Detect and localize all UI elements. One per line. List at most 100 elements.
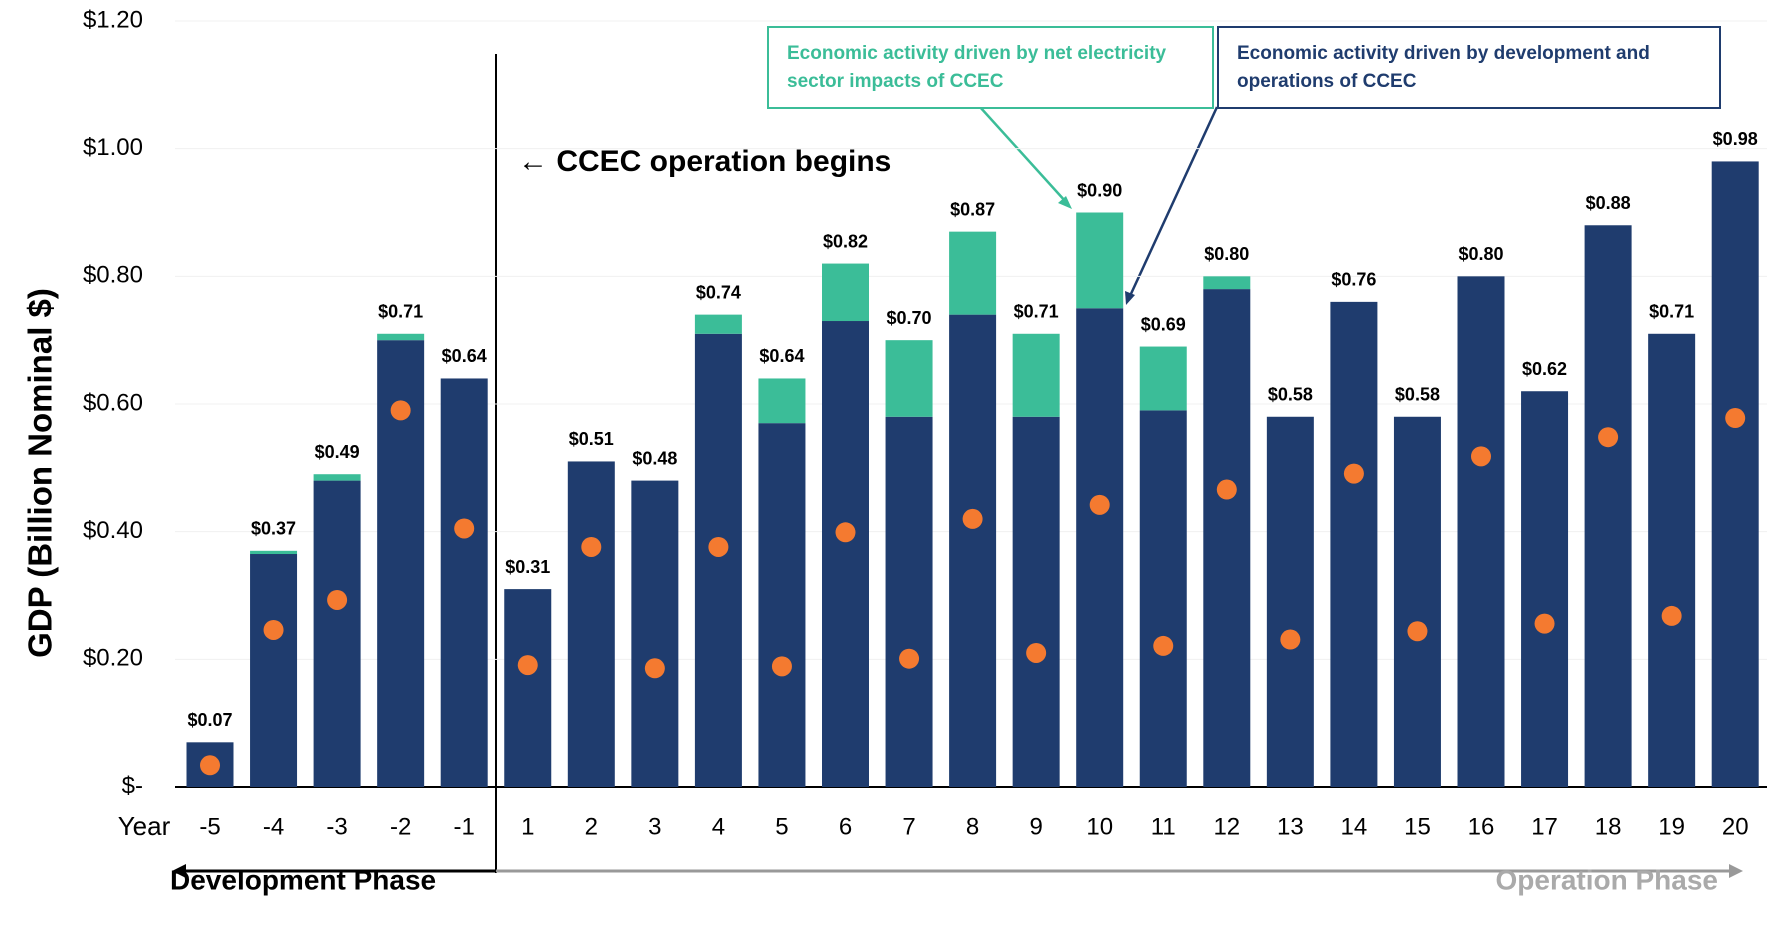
dot [1343, 463, 1364, 484]
dot [1216, 479, 1237, 500]
dot [327, 589, 348, 610]
x-tick-label: -4 [263, 813, 284, 840]
bar [1457, 276, 1505, 787]
x-tick-label: 9 [1029, 813, 1042, 840]
op-arrowhead [1729, 864, 1743, 878]
total-label: $0.64 [442, 346, 487, 366]
total-label: $0.31 [505, 557, 550, 577]
callout-arrowhead [1125, 291, 1135, 305]
x-tick-label: 5 [775, 813, 788, 840]
total-label: $0.90 [1077, 180, 1122, 200]
dot [200, 755, 220, 776]
bar [1076, 212, 1124, 309]
x-tick-label: 3 [648, 813, 661, 840]
bar [377, 333, 425, 341]
dot [1026, 642, 1047, 663]
y-tick-label: $1.00 [83, 134, 143, 161]
x-tick-label: -3 [326, 813, 347, 840]
x-tick-label: 8 [966, 813, 979, 840]
dot [1661, 605, 1682, 626]
total-label: $0.87 [950, 199, 995, 219]
bar [1330, 301, 1378, 787]
op-phase-label: Operation Phase [1495, 864, 1718, 895]
bar [567, 461, 615, 787]
legend-box: Economic activity driven by net electric… [767, 26, 1214, 109]
dot [390, 400, 411, 421]
x-axis-label: Year [118, 811, 171, 841]
total-label: $0.58 [1395, 385, 1440, 405]
bar [440, 378, 488, 787]
dot [771, 656, 792, 677]
callout-arrow [979, 106, 1067, 203]
x-tick-label: 14 [1341, 813, 1368, 840]
dot [644, 658, 665, 679]
total-label: $0.74 [696, 282, 741, 302]
bar [504, 589, 552, 787]
bar [694, 314, 742, 334]
x-tick-label: 20 [1722, 813, 1749, 840]
x-tick-label: -5 [199, 813, 220, 840]
bar [1648, 333, 1696, 787]
bar [1266, 416, 1314, 787]
bar [885, 340, 933, 417]
bar [1203, 276, 1251, 290]
x-tick-label: 17 [1531, 813, 1558, 840]
total-label: $0.76 [1331, 270, 1376, 290]
dev-phase-label: Development Phase [170, 864, 436, 895]
total-label: $0.62 [1522, 359, 1567, 379]
bar [822, 263, 869, 322]
total-label: $0.69 [1141, 314, 1186, 334]
x-tick-label: 16 [1468, 813, 1495, 840]
bar [758, 423, 806, 787]
dev-arrowhead [172, 864, 186, 878]
total-label: $0.37 [251, 519, 296, 539]
bar [1521, 391, 1569, 787]
x-tick-label: 1 [521, 813, 534, 840]
total-label: $0.58 [1268, 385, 1313, 405]
dot [1725, 408, 1746, 429]
x-tick-label: 19 [1658, 813, 1685, 840]
dot [1153, 635, 1174, 656]
y-tick-label: $0.20 [83, 645, 143, 672]
dot [1534, 613, 1555, 634]
total-label: $0.07 [187, 710, 232, 730]
dot [263, 619, 284, 640]
total-label: $0.82 [823, 231, 868, 251]
x-tick-label: -2 [390, 813, 411, 840]
total-label: $0.71 [1649, 302, 1694, 322]
total-label: $0.71 [1014, 302, 1059, 322]
total-label: $0.88 [1586, 193, 1631, 213]
bar [1711, 161, 1759, 787]
x-tick-label: 7 [902, 813, 915, 840]
bar [694, 333, 742, 787]
bar [631, 480, 679, 787]
x-tick-label: 10 [1086, 813, 1113, 840]
y-tick-label: $1.20 [83, 6, 143, 33]
total-label: $0.51 [569, 429, 614, 449]
x-tick-label: 15 [1404, 813, 1431, 840]
y-tick-label: $0.80 [83, 262, 143, 289]
x-tick-label: 18 [1595, 813, 1622, 840]
bar [1139, 410, 1187, 787]
dot [899, 648, 920, 669]
bar [885, 416, 933, 787]
dot [962, 508, 983, 529]
total-label: $0.64 [759, 346, 804, 366]
y-tick-label: $- [122, 772, 143, 799]
bar [1012, 416, 1060, 787]
total-label: $0.70 [887, 308, 932, 328]
dot [1598, 427, 1619, 448]
bar [250, 550, 298, 555]
x-tick-label: -1 [454, 813, 475, 840]
callout-arrowhead [1058, 196, 1072, 209]
x-tick-label: 13 [1277, 813, 1304, 840]
bar [949, 231, 997, 315]
bar [313, 480, 361, 787]
bar [758, 378, 806, 424]
dot [454, 518, 475, 539]
y-tick-label: $0.60 [83, 389, 143, 416]
x-tick-label: 12 [1213, 813, 1240, 840]
dot [517, 655, 538, 676]
